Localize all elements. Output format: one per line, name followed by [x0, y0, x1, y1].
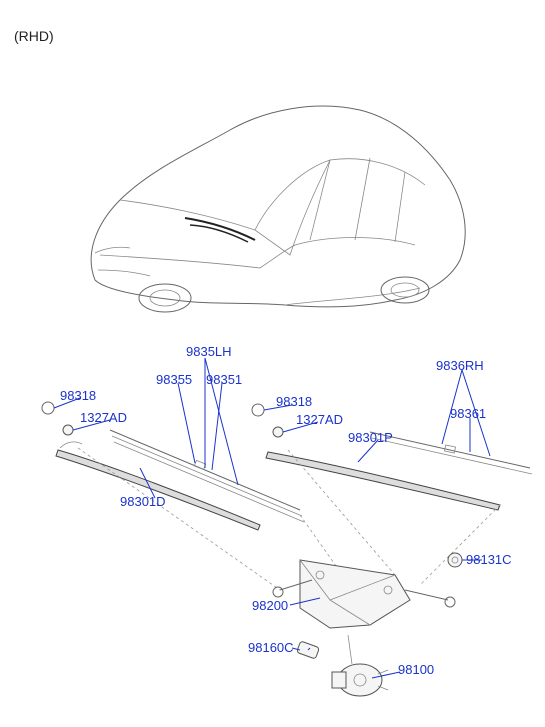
- callout-1327AD-l: 1327AD: [80, 410, 127, 425]
- callout-98100: 98100: [398, 662, 434, 677]
- callout-9835LH: 9835LH: [186, 344, 232, 359]
- callout-98131C: 98131C: [466, 552, 512, 567]
- car-illustration: [91, 106, 465, 312]
- callout-98318-l: 98318: [60, 388, 96, 403]
- callout-98361: 98361: [450, 406, 486, 421]
- callout-98351: 98351: [206, 372, 242, 387]
- right-wiper-assembly: [252, 404, 532, 510]
- callout-98355: 98355: [156, 372, 192, 387]
- callout-98301P: 98301P: [348, 430, 393, 445]
- callout-9836RH: 9836RH: [436, 358, 484, 373]
- callout-98318-r: 98318: [276, 394, 312, 409]
- diagram-stage: (RHD): [0, 0, 545, 727]
- callout-98301D: 98301D: [120, 494, 166, 509]
- callout-98160C: 98160C: [248, 640, 294, 655]
- callout-98200: 98200: [252, 598, 288, 613]
- callout-1327AD-r: 1327AD: [296, 412, 343, 427]
- leader-lines: [54, 358, 490, 678]
